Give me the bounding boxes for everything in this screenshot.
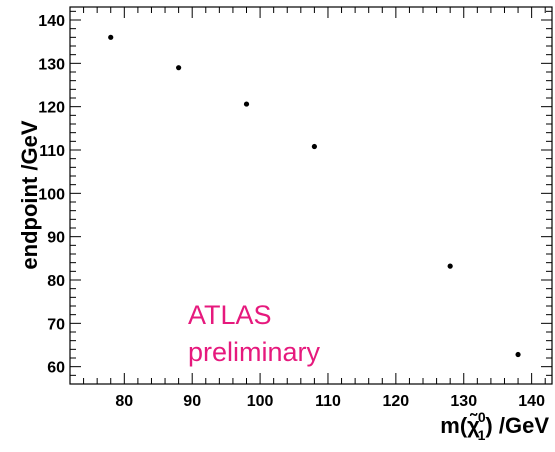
y-tick-label: 60 [47,360,65,377]
y-axis-title: endpoint /GeV [17,120,42,269]
x-axis-title-prefix: m( [440,413,468,438]
data-point [311,143,317,150]
data-point [447,263,453,269]
x-axis-title-superscript: 0 [478,409,486,425]
data-point [515,351,521,358]
x-tick-label: 90 [183,393,201,410]
x-tick-labels: 80 90 100 110 120 130 140 [115,393,545,410]
x-tick-label: 140 [518,393,545,410]
x-axis-title-subscript: 1 [478,427,486,443]
atlas-annotation-line-2: preliminary [188,337,321,367]
y-tick-label: 90 [47,230,65,247]
y-tick-label: 130 [38,56,65,73]
y-tick-label: 100 [38,186,65,203]
y-tick-label: 140 [38,13,65,30]
data-points [108,34,521,358]
plot-frame [69,6,553,385]
y-tick-label: 80 [47,273,65,290]
data-point [108,34,114,40]
x-tick-label: 100 [247,393,274,410]
x-axis-title-symbol: χ̃ [467,413,480,438]
x-tick-label: 130 [450,393,477,410]
y-tick-label: 120 [38,100,65,117]
x-tick-label: 110 [315,393,341,410]
x-tick-label: 120 [383,393,410,410]
x-tick-label: 80 [115,393,133,410]
data-point [243,101,250,107]
y-tick-label: 70 [47,316,65,333]
y-tick-label: 110 [39,143,65,160]
data-point [176,65,182,71]
y-tick-labels: 60 70 80 90 100 110 120 130 140 [38,13,65,377]
atlas-annotation-line-1: ATLAS [188,300,272,330]
x-axis-title: m(χ̃0 1) /GeV [440,409,549,443]
x-axis-title-suffix: ) /GeV [485,413,549,438]
axis-ticks [69,7,552,385]
atlas-annotation: ATLAS preliminary [188,300,321,367]
